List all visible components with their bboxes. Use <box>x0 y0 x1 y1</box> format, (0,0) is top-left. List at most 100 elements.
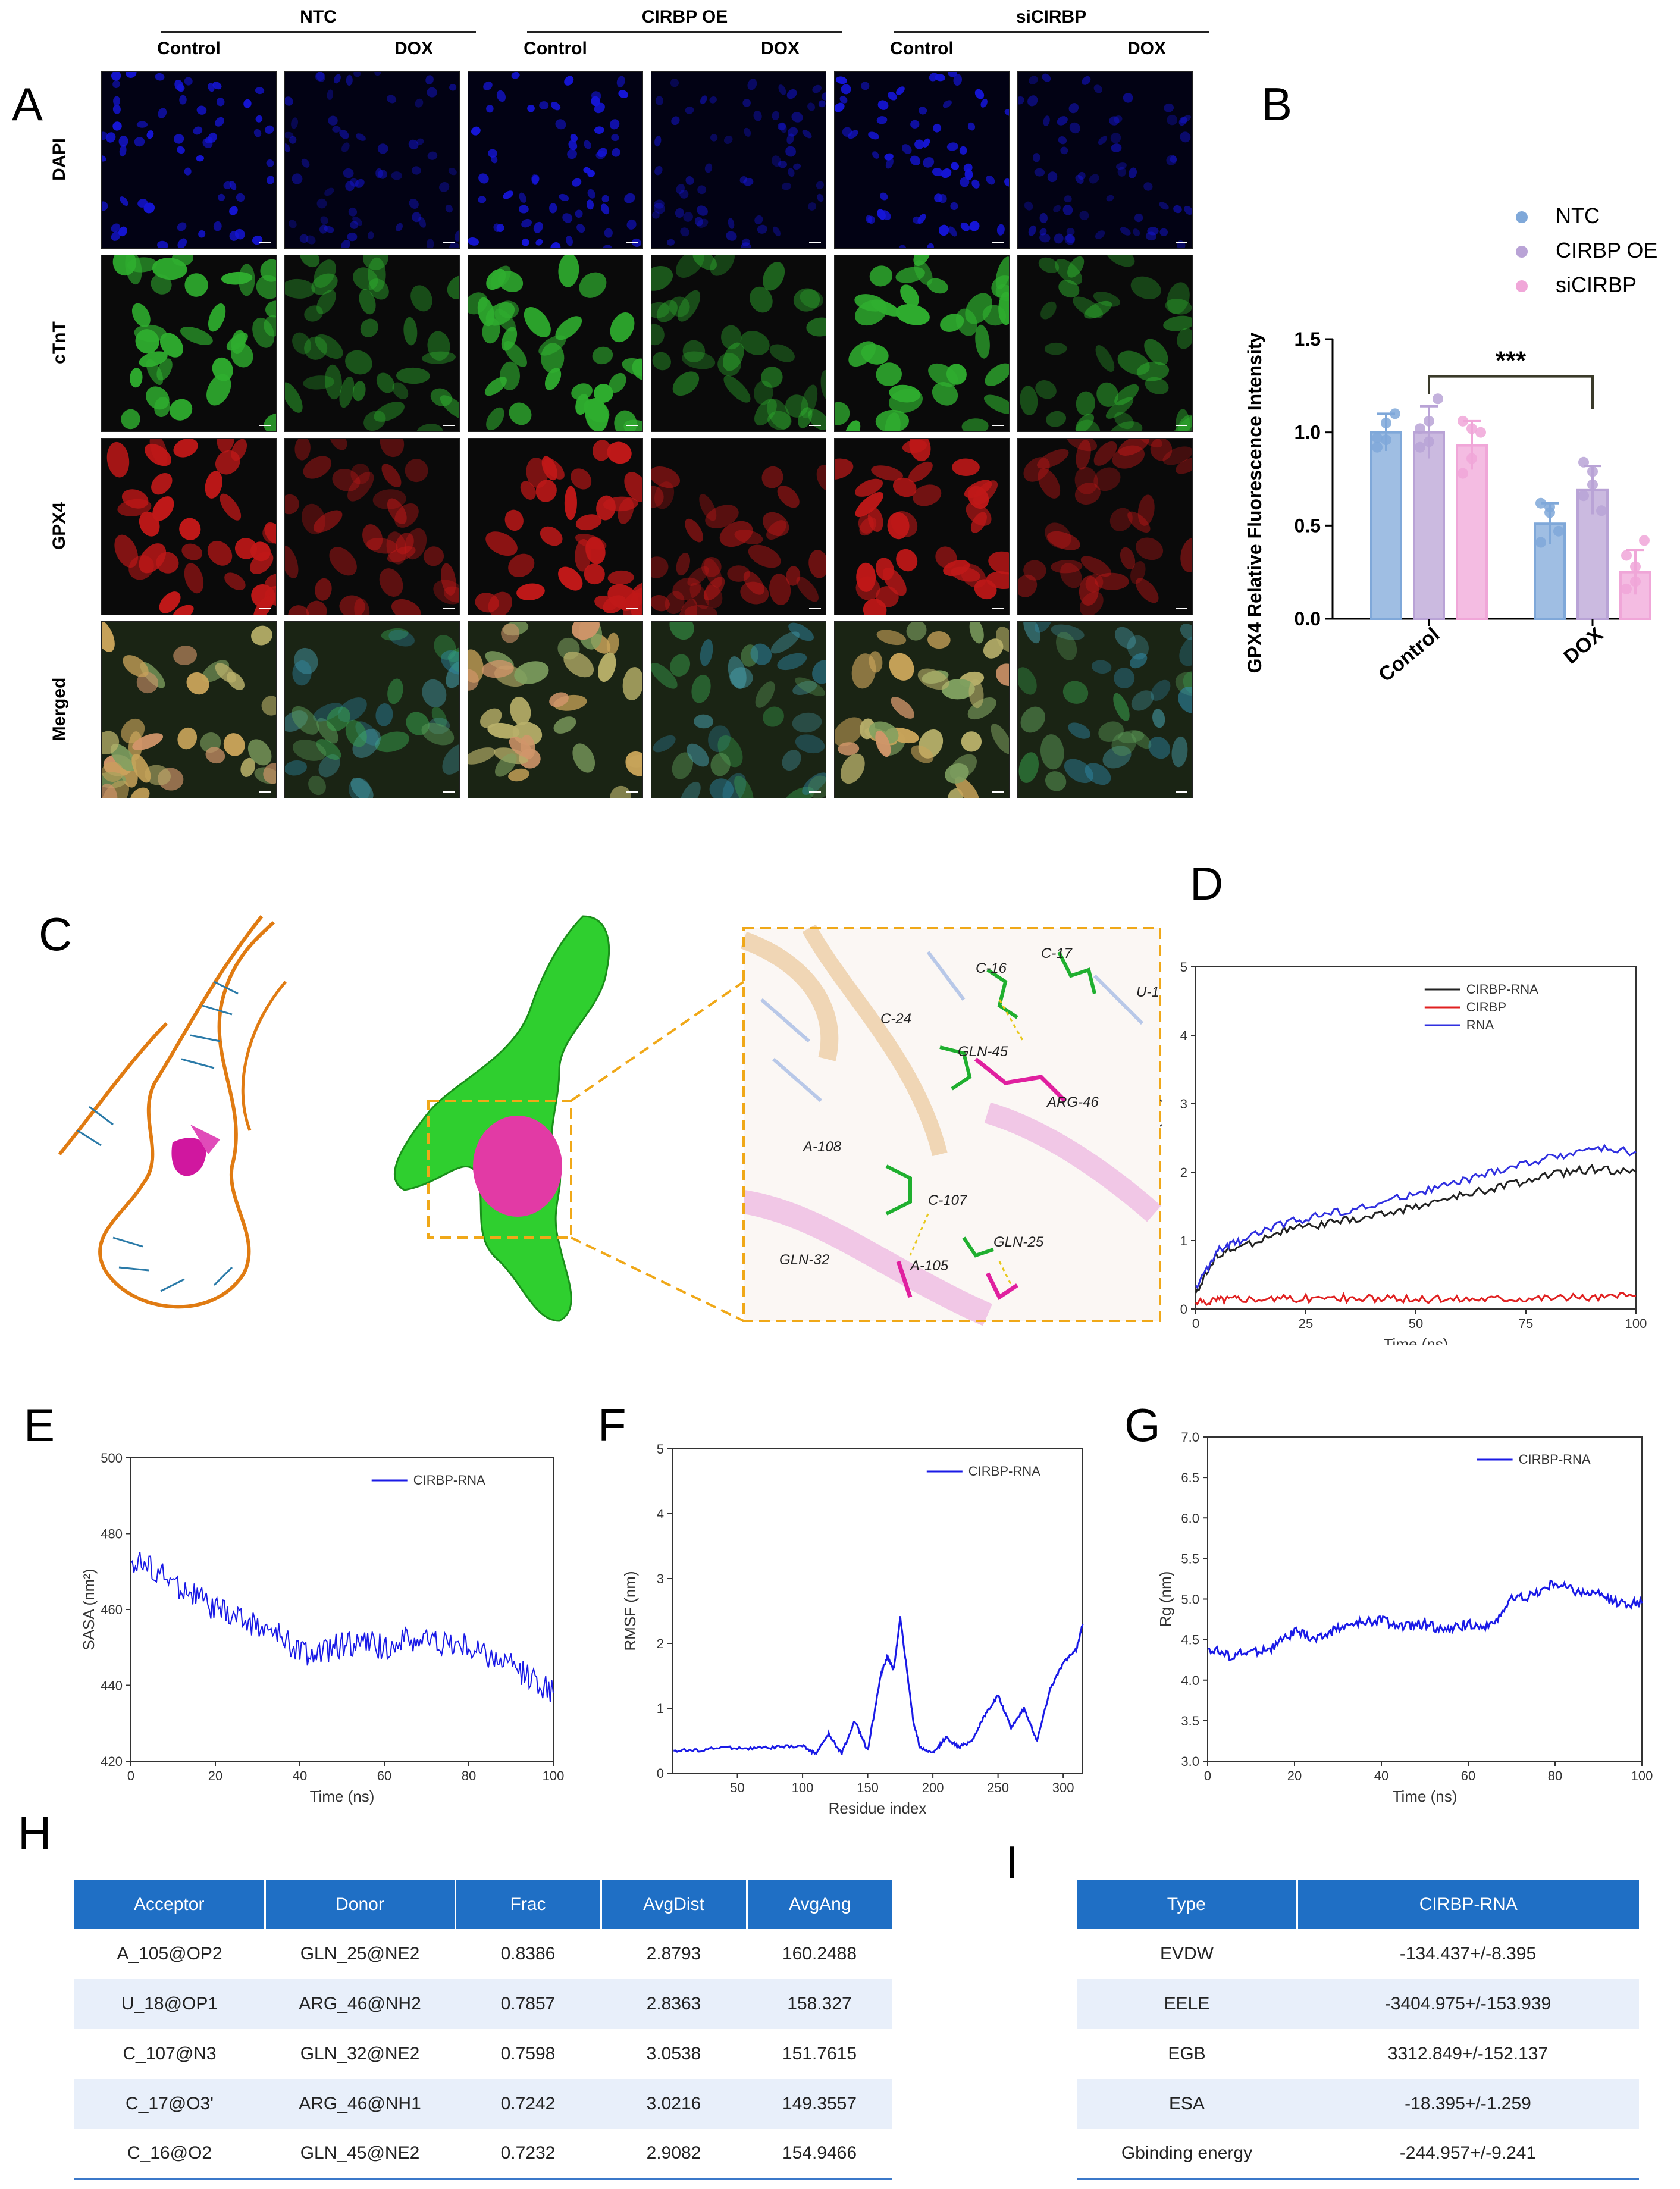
table-cell: -18.395+/-1.259 <box>1297 2079 1639 2129</box>
residue-label: C-24 <box>880 1011 911 1027</box>
table-cell: 151.7615 <box>782 2044 857 2063</box>
y-tick-label: 2 <box>1180 1165 1187 1180</box>
x-axis-label: Time (ns) <box>1384 1335 1449 1345</box>
micrograph-merged <box>651 621 826 798</box>
y-axis-label: Rg (nm) <box>1156 1571 1174 1627</box>
group-label: CIRBP OE <box>641 7 728 27</box>
y-tick-label: 2 <box>657 1636 664 1651</box>
y-tick-label: 3.5 <box>1181 1714 1199 1728</box>
x-tick-label: 60 <box>377 1768 391 1783</box>
legend-label: siCIRBP <box>1556 273 1637 297</box>
y-tick-label: 420 <box>101 1754 123 1769</box>
chart-d-rmsd: 0 25 50 75 100 0 1 2 3 4 5 Time (ns) RMSD (nm) CIRBP-… <box>1160 960 1647 1345</box>
y-tick-label: 5.5 <box>1181 1551 1199 1566</box>
table-header: Acceptor <box>74 1880 266 1929</box>
table-cell: EGB <box>1168 2044 1206 2063</box>
table-header: Frac <box>455 1880 602 1929</box>
series-line <box>130 1552 554 1702</box>
data-point <box>1458 415 1468 427</box>
x-tick-label: 200 <box>922 1780 944 1795</box>
table-cell: 2.8363 <box>601 1979 747 2029</box>
legend-label: RNA <box>1466 1017 1494 1032</box>
table-cell: GLN_25@NE2 <box>300 1944 420 1963</box>
data-point <box>1372 441 1383 453</box>
group-label: NTC <box>300 7 337 27</box>
table-cell: 154.9466 <box>747 2129 892 2180</box>
data-point <box>1424 436 1434 447</box>
x-tick-label: 250 <box>987 1780 1009 1795</box>
x-tick-label: 50 <box>1409 1316 1423 1331</box>
x-tick-label: 100 <box>1625 1316 1647 1331</box>
residue-label: A-105 <box>909 1258 949 1274</box>
table-cell: C_16@O2 <box>74 2129 265 2180</box>
table-cell: 160.2488 <box>782 1944 857 1963</box>
y-axis-label: GPX4 Relative Fluorescence Intensity <box>1244 332 1265 673</box>
data-point <box>1433 393 1443 405</box>
residue-label: C-16 <box>976 960 1007 976</box>
table-cell: C_17@O3' <box>74 2079 265 2129</box>
micrograph-dapi <box>651 71 826 249</box>
significance-bracket <box>1428 375 1594 409</box>
data-point <box>1458 468 1468 479</box>
residue-label: GLN-45 <box>958 1044 1008 1060</box>
table-cell: A_105@OP2 <box>117 1944 222 1963</box>
residue-label: GLN-32 <box>779 1252 829 1268</box>
y-tick-label: 5.0 <box>1181 1592 1199 1607</box>
data-point <box>1535 497 1546 509</box>
legend-label: CIRBP OE <box>1556 238 1657 262</box>
table-cell: 0.7857 <box>455 1979 601 2029</box>
significance-label: *** <box>1496 346 1527 375</box>
data-point <box>1630 576 1641 587</box>
panel-letter-d: D <box>1190 857 1224 910</box>
condition-label: DOX <box>760 39 800 58</box>
x-tick-label: 0 <box>1192 1316 1199 1331</box>
condition-label: DOX <box>394 39 433 58</box>
x-tick-label: 40 <box>293 1768 307 1783</box>
x-tick-label: 20 <box>1287 1768 1302 1783</box>
micrograph-gpx4 <box>1017 438 1193 615</box>
table-cell: 0.7232 <box>455 2129 601 2180</box>
y-tick-label: 440 <box>101 1678 123 1693</box>
table-row: C_17@O3' ARG_46@NH1 0.7242 3.0216 149.3557 <box>74 2079 892 2129</box>
table-cell: ARG_46@NH1 <box>265 2079 455 2129</box>
data-point <box>1578 490 1589 502</box>
table-cell: 2.8793 <box>646 1944 701 1963</box>
legend-label: CIRBP-RNA <box>413 1473 485 1487</box>
table-cell: 0.8386 <box>500 1944 556 1963</box>
x-tick-label: 80 <box>462 1768 476 1783</box>
x-tick-label: 100 <box>1631 1768 1653 1783</box>
x-axis-label: Residue index <box>829 1799 927 1817</box>
x-axis-label: Time (ns) <box>310 1787 375 1805</box>
plot-frame <box>130 1457 554 1762</box>
row-label: cTnT <box>49 321 69 364</box>
micrograph-dapi <box>1017 71 1193 249</box>
data-point <box>1630 561 1641 572</box>
table-header: CIRBP-RNA <box>1297 1880 1639 1929</box>
micrograph-dapi <box>834 71 1010 249</box>
micrograph-merged <box>1017 621 1193 798</box>
table-row: ESA -18.395+/-1.259 <box>1077 2079 1639 2129</box>
panel-letter-i: I <box>1005 1836 1018 1889</box>
y-tick-label: 1 <box>657 1701 664 1716</box>
table-cell: C_107@N3 <box>123 2044 217 2063</box>
panel-letter-g: G <box>1124 1399 1161 1451</box>
chart-b-gpx4-bar: 0.0 0.5 1.0 1.5 GPX4 Relative Fluorescence I… <box>1244 203 1657 687</box>
y-tick-label: 1.0 <box>1295 422 1321 443</box>
table-header: AvgAng <box>747 1880 892 1929</box>
table-cell: EVDW <box>1160 1944 1214 1963</box>
legend-label: CIRBP-RNA <box>1466 982 1538 997</box>
micrograph-dapi <box>284 71 460 249</box>
y-tick-label: 5 <box>657 1442 664 1457</box>
panel-letter-h: H <box>18 1806 52 1859</box>
micrograph-merged <box>468 621 643 798</box>
residue-label: C-17 <box>1041 945 1073 962</box>
series-line <box>1195 1144 1637 1289</box>
y-axis-label: RMSD (nm) <box>1160 1097 1162 1179</box>
series-line <box>1207 1579 1643 1661</box>
row-label: Merged <box>49 677 69 741</box>
y-tick-label: 7.0 <box>1181 1430 1199 1445</box>
x-tick-label: 150 <box>857 1780 879 1795</box>
table-cell: 0.7242 <box>455 2079 601 2129</box>
table-row: C_107@N3 GLN_32@NE2 0.7598 3.0538 151.7615 <box>74 2029 892 2079</box>
table-row: A_105@OP2 GLN_25@NE2 0.8386 2.8793 160.2488 <box>74 1929 892 1979</box>
